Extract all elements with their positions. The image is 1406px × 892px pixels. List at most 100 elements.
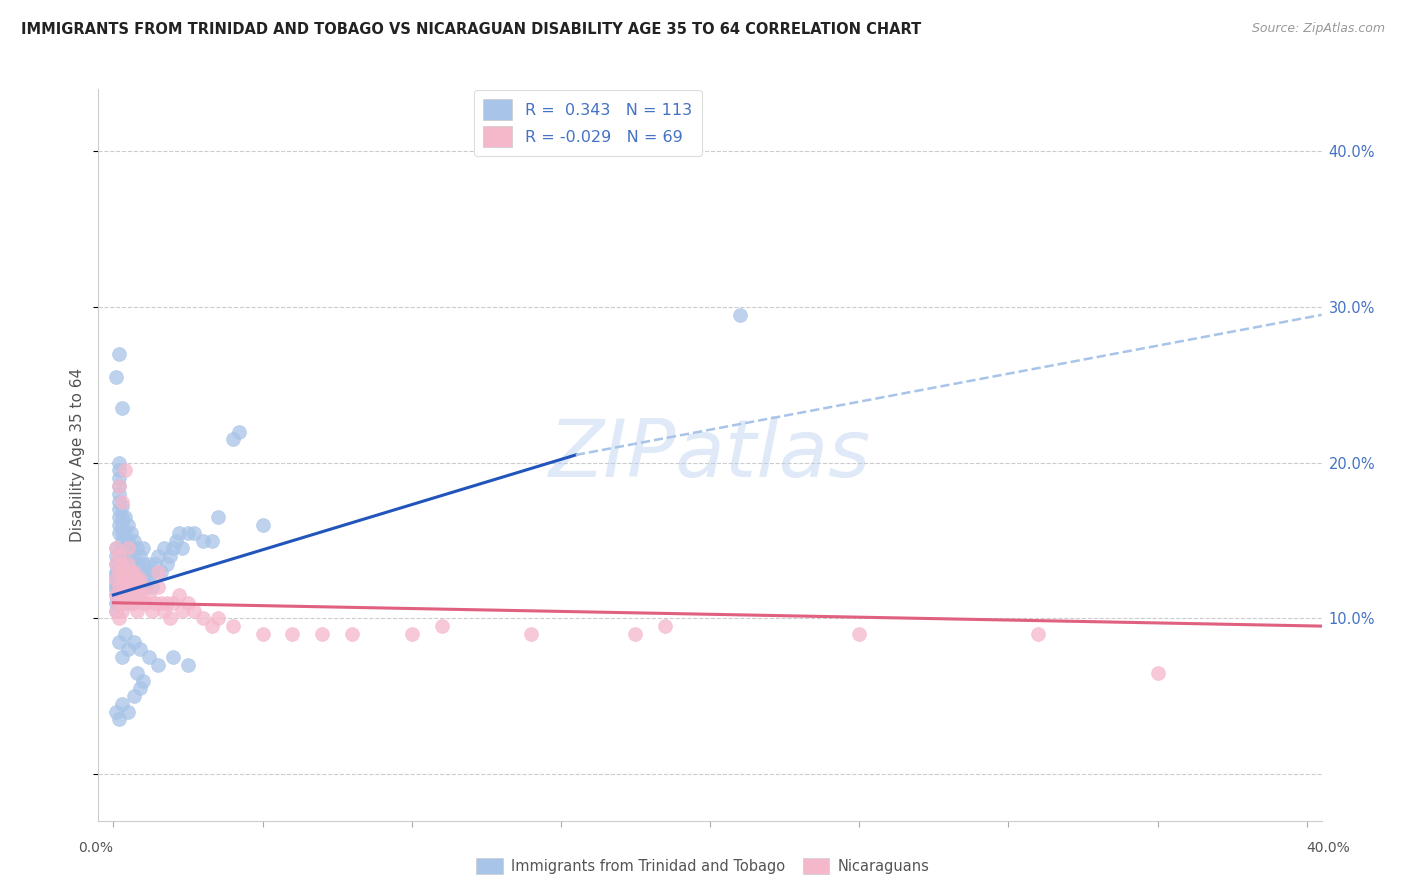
- Point: [117, 565, 139, 579]
- Point: [108, 487, 131, 501]
- Point: [162, 541, 184, 556]
- Point: [117, 557, 139, 571]
- Point: [111, 500, 134, 514]
- Point: [114, 557, 136, 571]
- Point: [183, 603, 205, 617]
- Point: [141, 565, 163, 579]
- Point: [108, 510, 131, 524]
- Point: [108, 479, 131, 493]
- Point: [207, 510, 229, 524]
- Point: [105, 567, 128, 582]
- Point: [117, 549, 139, 563]
- Point: [156, 557, 179, 571]
- Point: [127, 588, 149, 602]
- Point: [170, 603, 193, 617]
- Point: [120, 557, 142, 571]
- Point: [127, 541, 149, 556]
- Point: [281, 627, 304, 641]
- Point: [117, 573, 139, 587]
- Point: [111, 697, 134, 711]
- Point: [135, 580, 157, 594]
- Point: [117, 533, 139, 548]
- Point: [132, 557, 155, 571]
- Point: [132, 580, 155, 594]
- Point: [138, 573, 160, 587]
- Text: IMMIGRANTS FROM TRINIDAD AND TOBAGO VS NICARAGUAN DISABILITY AGE 35 TO 64 CORREL: IMMIGRANTS FROM TRINIDAD AND TOBAGO VS N…: [21, 22, 921, 37]
- Point: [105, 583, 128, 598]
- Point: [120, 565, 142, 579]
- Y-axis label: Disability Age 35 to 64: Disability Age 35 to 64: [70, 368, 86, 542]
- Point: [191, 611, 214, 625]
- Point: [120, 580, 142, 594]
- Point: [146, 580, 169, 594]
- Point: [132, 673, 155, 688]
- Point: [1146, 665, 1168, 680]
- Point: [111, 494, 134, 508]
- Point: [105, 573, 128, 587]
- Point: [114, 580, 136, 594]
- Point: [120, 541, 142, 556]
- Point: [146, 658, 169, 673]
- Point: [105, 603, 128, 617]
- Point: [105, 557, 128, 571]
- Point: [153, 541, 176, 556]
- Point: [105, 577, 128, 591]
- Point: [114, 627, 136, 641]
- Point: [108, 456, 131, 470]
- Point: [117, 580, 139, 594]
- Point: [105, 588, 128, 602]
- Point: [143, 596, 166, 610]
- Point: [141, 580, 163, 594]
- Point: [207, 611, 229, 625]
- Point: [150, 565, 173, 579]
- Point: [177, 658, 200, 673]
- Point: [114, 525, 136, 540]
- Point: [153, 603, 176, 617]
- Point: [170, 541, 193, 556]
- Point: [105, 705, 128, 719]
- Text: ZIPatlas: ZIPatlas: [548, 416, 872, 494]
- Point: [105, 603, 128, 617]
- Point: [122, 580, 145, 594]
- Point: [111, 401, 134, 416]
- Point: [848, 627, 870, 641]
- Point: [108, 565, 131, 579]
- Point: [1026, 627, 1049, 641]
- Point: [108, 518, 131, 533]
- Point: [156, 596, 179, 610]
- Point: [146, 549, 169, 563]
- Point: [122, 596, 145, 610]
- Point: [129, 642, 152, 657]
- Point: [340, 627, 363, 641]
- Point: [105, 549, 128, 563]
- Point: [108, 596, 131, 610]
- Point: [111, 533, 134, 548]
- Point: [114, 541, 136, 556]
- Point: [105, 588, 128, 602]
- Point: [111, 525, 134, 540]
- Point: [311, 627, 333, 641]
- Point: [120, 525, 142, 540]
- Point: [183, 525, 205, 540]
- Point: [520, 627, 543, 641]
- Point: [129, 573, 152, 587]
- Point: [167, 588, 190, 602]
- Point: [201, 619, 224, 633]
- Point: [105, 596, 128, 610]
- Point: [114, 596, 136, 610]
- Point: [146, 565, 169, 579]
- Point: [132, 596, 155, 610]
- Point: [120, 573, 142, 587]
- Point: [122, 689, 145, 703]
- Point: [132, 541, 155, 556]
- Point: [122, 565, 145, 579]
- Point: [135, 565, 157, 579]
- Point: [135, 596, 157, 610]
- Point: [141, 603, 163, 617]
- Point: [127, 557, 149, 571]
- Point: [654, 619, 676, 633]
- Point: [111, 573, 134, 587]
- Point: [129, 681, 152, 696]
- Point: [114, 510, 136, 524]
- Point: [105, 580, 128, 594]
